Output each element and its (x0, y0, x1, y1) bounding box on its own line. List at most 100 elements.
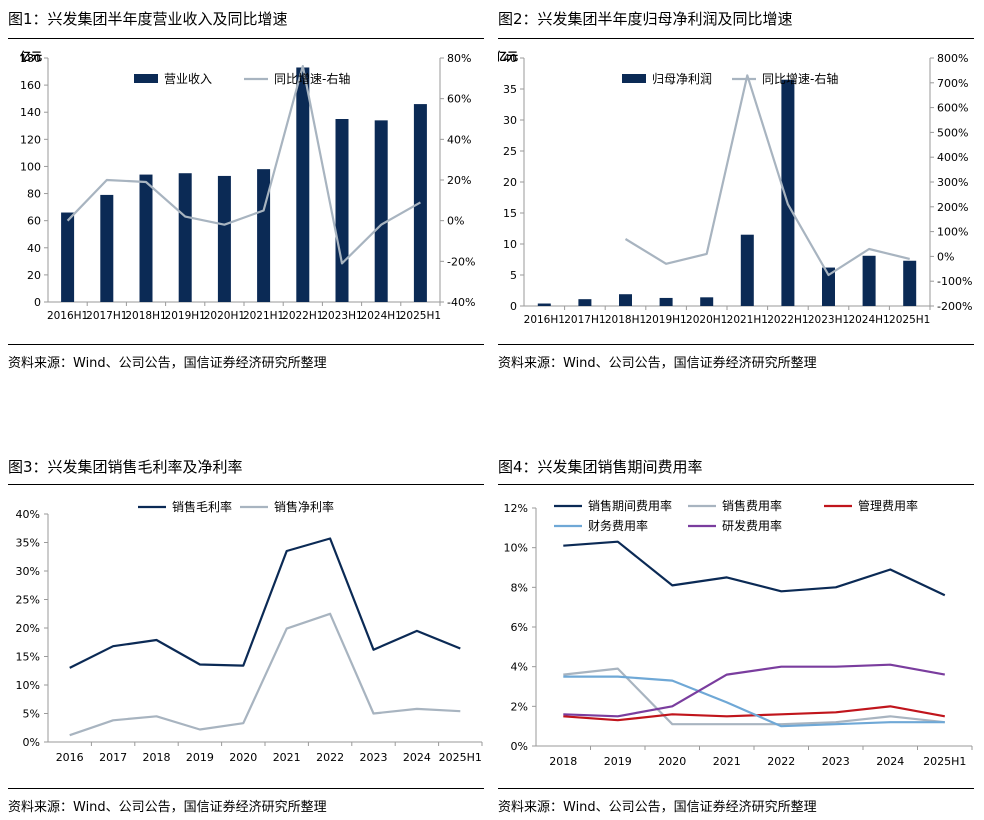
x-tick-label: 2025H1 (923, 755, 966, 768)
y-tick-label: 2% (511, 700, 528, 713)
source-note: 资料来源：Wind、公司公告，国信证券经济研究所整理 (498, 800, 817, 815)
bar (61, 212, 75, 302)
bar (740, 234, 754, 306)
x-tick-label: 2022H1 (282, 310, 323, 322)
y-tick-label: 40 (503, 52, 517, 65)
chart-title: 图2：兴发集团半年度归母净利润及同比增速 (498, 10, 793, 28)
bar (178, 173, 192, 302)
y2-tick-label: 20% (447, 174, 471, 187)
source-rule (498, 344, 974, 345)
y2-tick-label: 0% (937, 250, 954, 263)
revenue-chart: 亿元 0 20 40 60 80 100 120 140 160 180 -40% -20% 0% 20% 4… (20, 49, 475, 322)
series-line (563, 663, 945, 718)
margins-chart: 0% 5% 10% 15% 20% 25% 30% 35% 40% 2016 2017 2018 201… (16, 499, 483, 764)
legend-label: 财务费用率 (588, 518, 648, 533)
chart-title: 图1：兴发集团半年度营业收入及同比增速 (8, 10, 288, 28)
bar (700, 297, 714, 306)
y-tick-label: 0 (34, 296, 41, 309)
y2-tick-label: 600% (937, 102, 968, 115)
bar (374, 120, 388, 302)
source-rule (8, 788, 484, 789)
y-tick-label: 0% (23, 736, 40, 749)
x-tick-label: 2023 (822, 755, 850, 768)
growth-line (624, 74, 910, 277)
x-tick-label: 2019H1 (645, 314, 686, 326)
bar (257, 169, 271, 302)
y-tick-label: 10 (503, 238, 517, 251)
y2-tick-label: -20% (447, 255, 475, 268)
x-tick-label: 2023H1 (321, 310, 362, 322)
legend-label: 同比增速-右轴 (762, 71, 838, 86)
x-tick-label: 2019H1 (165, 310, 206, 322)
y-tick-label: 12% (504, 502, 528, 515)
y-tick-label: 10% (16, 679, 40, 692)
y2-tick-label: 40% (447, 133, 471, 146)
x-tick-label: 2021 (273, 751, 301, 764)
series-line (563, 540, 946, 597)
y-tick-label: 25 (503, 145, 517, 158)
x-tick-label: 2024H1 (361, 310, 402, 322)
bar (903, 260, 917, 306)
x-tick-label: 2023H1 (808, 314, 849, 326)
y2-tick-label: 800% (937, 52, 968, 65)
legend-label: 营业收入 (164, 72, 212, 86)
bar (100, 194, 114, 302)
y2-tick-label: 500% (937, 126, 968, 139)
legend-label: 销售期间费用率 (588, 498, 672, 513)
x-tick-label: 2025H1 (400, 310, 441, 322)
y-tick-label: 5% (23, 708, 40, 721)
legend-label: 同比增速-右轴 (274, 71, 350, 86)
y2-tick-label: 400% (937, 151, 968, 164)
x-tick-label: 2017 (99, 751, 127, 764)
x-tick-label: 2022 (316, 751, 344, 764)
x-tick-label: 2025H1 (439, 751, 482, 764)
y-tick-label: 0 (510, 300, 517, 313)
y-tick-label: 6% (511, 621, 528, 634)
x-tick-label: 2016H1 (47, 310, 88, 322)
x-tick-label: 2018H1 (605, 314, 646, 326)
bar (335, 119, 349, 302)
y-tick-label: 4% (511, 661, 528, 674)
y2-tick-label: -40% (447, 296, 475, 309)
bar (537, 303, 551, 306)
bar (578, 299, 592, 306)
expense-ratio-chart: 0% 2% 4% 6% 8% 10% 12% 2018 2019 2020 2021 2022 2023… (504, 498, 973, 768)
bar (822, 267, 835, 306)
y-tick-label: 30% (16, 565, 40, 578)
legend-label: 销售费用率 (722, 498, 782, 513)
title-rule (8, 484, 484, 485)
unit-label: 亿元 (20, 49, 42, 63)
y-tick-label: 160 (20, 79, 41, 92)
y-tick-label: 25% (16, 594, 40, 607)
y-tick-label: 40% (16, 508, 40, 521)
x-tick-label: 2020H1 (686, 314, 727, 326)
x-tick-label: 2019 (186, 751, 214, 764)
x-tick-label: 2021 (713, 755, 741, 768)
y-tick-label: 8% (511, 581, 528, 594)
y-tick-label: 30 (503, 114, 517, 127)
bar (781, 79, 795, 306)
bar (217, 175, 231, 302)
y-tick-label: 20 (27, 269, 41, 282)
y2-tick-label: 0% (447, 215, 464, 228)
legend-swatch-bar (134, 74, 158, 83)
unit-label: 亿元 (498, 49, 518, 63)
y2-tick-label: 200% (937, 201, 968, 214)
x-tick-label: 2017H1 (564, 314, 605, 326)
y-tick-label: 35 (503, 83, 517, 96)
y2-tick-label: 100% (937, 226, 968, 239)
y-tick-label: 100 (20, 160, 41, 173)
source-note: 资料来源：Wind、公司公告，国信证券经济研究所整理 (8, 356, 327, 371)
y2-tick-label: 700% (937, 77, 968, 90)
growth-line (66, 65, 421, 265)
x-tick-label: 2021H1 (243, 310, 284, 322)
y-tick-label: 40 (27, 242, 41, 255)
y-tick-label: 10% (504, 542, 528, 555)
bar (862, 255, 876, 306)
bar (619, 294, 632, 306)
source-note: 资料来源：Wind、公司公告，国信证券经济研究所整理 (8, 800, 327, 815)
source-note: 资料来源：Wind、公司公告，国信证券经济研究所整理 (498, 356, 817, 371)
y-tick-label: 15 (503, 207, 517, 220)
y-tick-label: 180 (20, 52, 41, 65)
legend-label: 销售净利率 (274, 499, 334, 514)
